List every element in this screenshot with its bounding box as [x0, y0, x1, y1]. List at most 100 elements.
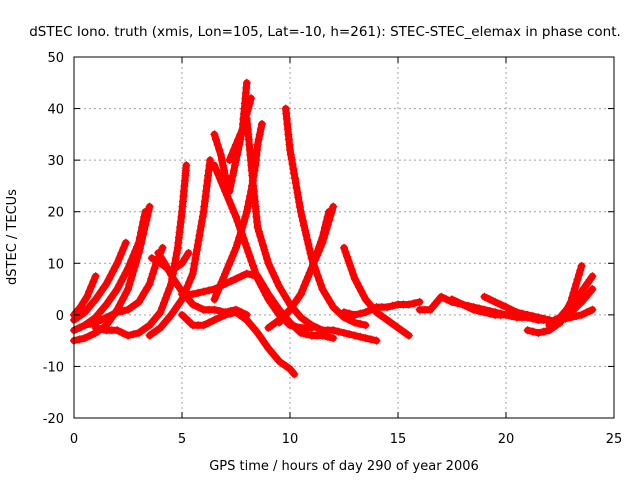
- data-point-marker: [288, 160, 297, 169]
- data-point-marker: [210, 305, 219, 314]
- data-point-marker: [193, 245, 201, 254]
- data-point-marker: [262, 291, 271, 300]
- data-point-marker: [219, 161, 227, 170]
- data-point-marker: [172, 249, 181, 257]
- data-point-marker: [529, 327, 537, 336]
- data-point-marker: [88, 299, 96, 308]
- data-point-marker: [237, 130, 246, 139]
- data-point-marker: [220, 166, 229, 175]
- data-point-marker: [475, 304, 483, 313]
- data-point-marker: [119, 272, 128, 281]
- y-tick-label: 10: [47, 257, 64, 272]
- data-point-marker: [247, 187, 256, 196]
- data-point-marker: [102, 279, 111, 288]
- data-point-marker: [134, 249, 143, 257]
- data-point-marker: [215, 282, 224, 291]
- y-tick-label: -10: [43, 360, 64, 375]
- data-point-marker: [163, 289, 172, 298]
- data-point-marker: [356, 332, 365, 341]
- data-point-marker: [291, 174, 299, 183]
- data-point-marker: [234, 145, 243, 154]
- data-point-marker: [199, 321, 208, 330]
- data-point-marker: [304, 240, 313, 249]
- data-point-marker: [300, 281, 309, 290]
- data-point-marker: [496, 300, 505, 309]
- data-point-marker: [204, 171, 213, 180]
- data-point-marker: [340, 243, 348, 252]
- grid-layer: [74, 57, 614, 418]
- data-point-marker: [437, 292, 446, 301]
- data-point-marker: [97, 316, 105, 324]
- data-point-marker: [292, 183, 301, 192]
- data-point-marker: [260, 245, 269, 254]
- data-point-marker: [257, 120, 266, 128]
- data-point-marker: [256, 125, 265, 134]
- data-point-marker: [145, 202, 154, 211]
- data-point-marker: [188, 269, 197, 278]
- data-point-marker: [242, 207, 251, 216]
- data-point-marker: [313, 271, 322, 280]
- data-point-marker: [588, 285, 597, 294]
- data-point-marker: [273, 277, 281, 286]
- data-point-marker: [152, 256, 161, 265]
- y-tick-label: 0: [56, 309, 64, 324]
- data-point-marker: [198, 212, 207, 221]
- data-point-marker: [185, 317, 194, 326]
- x-tick-label: 10: [282, 432, 299, 447]
- data-point-marker: [184, 249, 193, 257]
- data-point-marker: [218, 156, 226, 165]
- data-point-marker: [140, 288, 149, 297]
- data-point-marker: [250, 265, 259, 274]
- data-point-marker: [246, 192, 254, 201]
- data-point-marker: [194, 236, 203, 245]
- data-point-marker: [221, 187, 230, 196]
- data-point-marker: [566, 313, 575, 322]
- data-point-marker: [175, 283, 184, 292]
- data-point-marker: [415, 298, 424, 306]
- data-point-marker: [219, 273, 228, 282]
- data-point-marker: [196, 226, 205, 235]
- data-point-marker: [178, 259, 186, 268]
- data-point-marker: [388, 301, 397, 310]
- data-point-marker: [253, 140, 262, 149]
- data-point-marker: [583, 308, 591, 317]
- data-point-marker: [584, 289, 593, 298]
- tick-layer: 0 5 10 15 20 25 -20 -10 0 10 20 30 40 50: [43, 51, 623, 447]
- data-point-marker: [138, 235, 146, 243]
- data-point-marker: [286, 365, 294, 373]
- data-point-marker: [350, 274, 359, 283]
- data-point-marker: [356, 319, 365, 328]
- data-point-marker: [426, 305, 435, 314]
- data-point-marker: [121, 238, 130, 247]
- data-point-marker: [293, 309, 302, 318]
- data-point-marker: [367, 335, 375, 344]
- data-point-marker: [117, 297, 126, 306]
- data-point-marker: [329, 334, 338, 343]
- series-arc22: [340, 298, 424, 319]
- data-point-marker: [150, 264, 159, 273]
- data-point-marker: [227, 176, 236, 185]
- data-point-marker: [236, 228, 245, 237]
- data-point-marker: [588, 305, 597, 314]
- data-point-marker: [139, 230, 148, 239]
- data-point-marker: [448, 295, 456, 304]
- data-point-marker: [165, 284, 174, 293]
- data-point-marker: [346, 261, 355, 270]
- data-point-marker: [485, 307, 494, 315]
- data-point-marker: [156, 308, 165, 317]
- data-point-marker: [148, 269, 157, 278]
- data-point-marker: [349, 270, 358, 279]
- data-point-marker: [570, 296, 579, 305]
- data-point-marker: [215, 174, 224, 183]
- data-point-marker: [226, 277, 235, 286]
- data-point-marker: [219, 182, 228, 191]
- data-point-marker: [241, 239, 250, 248]
- data-point-marker: [355, 283, 364, 291]
- data-point-marker: [95, 309, 104, 318]
- data-point-marker: [143, 211, 152, 220]
- data-point-marker: [250, 324, 258, 333]
- data-point-marker: [145, 279, 154, 288]
- data-point-marker: [496, 309, 505, 318]
- series-arc02: [70, 238, 130, 324]
- data-point-marker: [128, 271, 137, 280]
